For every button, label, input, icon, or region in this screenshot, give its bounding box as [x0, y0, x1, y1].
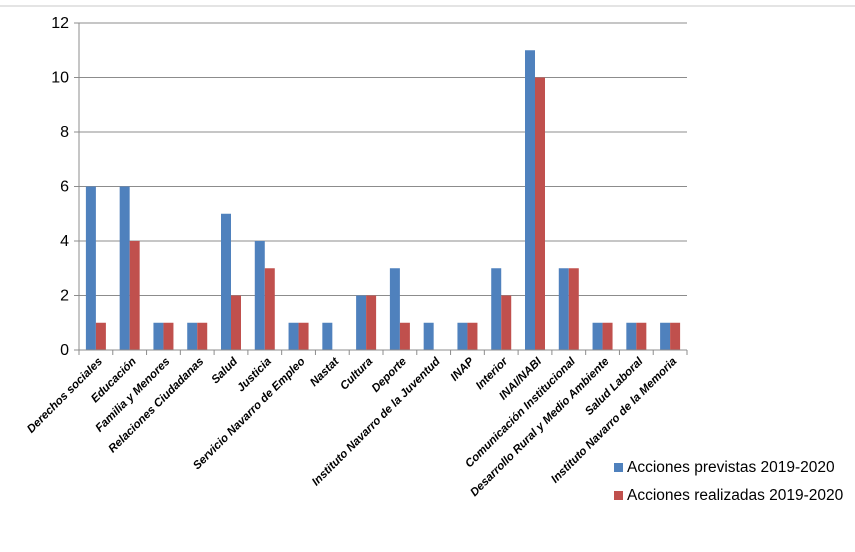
bar-realizadas	[535, 77, 545, 350]
bar-previstas	[626, 322, 637, 350]
bar-previstas	[221, 213, 231, 350]
bar-previstas	[491, 268, 502, 350]
bar-realizadas	[670, 322, 681, 350]
bar-realizadas	[501, 295, 512, 350]
bar-previstas	[187, 322, 198, 350]
x-category-label: INAP	[449, 355, 477, 383]
bar-previstas	[592, 322, 603, 350]
bar-previstas	[558, 268, 569, 350]
legend-swatch-previstas	[614, 463, 623, 472]
bar-realizadas	[636, 322, 647, 350]
bar-realizadas	[298, 322, 309, 350]
bar-realizadas	[231, 295, 241, 350]
bar-realizadas	[366, 295, 377, 350]
y-tick-label: 4	[60, 233, 69, 250]
bar-realizadas	[129, 241, 140, 350]
bar-previstas	[85, 186, 96, 350]
legend: Acciones previstas 2019-2020 Acciones re…	[614, 455, 843, 511]
bar-previstas	[119, 186, 130, 350]
y-tick-label: 10	[51, 70, 69, 87]
legend-item-previstas: Acciones previstas 2019-2020	[614, 455, 843, 480]
bar-previstas	[389, 268, 400, 350]
x-category-label: Salud	[209, 355, 240, 386]
bar-previstas	[525, 50, 535, 350]
bar-previstas	[356, 295, 367, 350]
x-category-label: Salud Laboral	[583, 355, 646, 418]
bar-previstas	[288, 322, 299, 350]
y-tick-label: 0	[60, 342, 69, 359]
y-axis-ticks: 0 2 4 6 8 10 12	[51, 15, 69, 359]
bar-realizadas	[163, 322, 174, 350]
legend-label-previstas: Acciones previstas 2019-2020	[627, 458, 835, 476]
legend-item-realizadas: Acciones realizadas 2019-2020	[614, 483, 843, 508]
legend-swatch-realizadas	[614, 491, 623, 500]
bar-realizadas	[602, 322, 613, 350]
legend-label-realizadas: Acciones realizadas 2019-2020	[627, 486, 844, 504]
bar-previstas	[322, 322, 333, 350]
bar-previstas	[423, 322, 434, 350]
y-tick-label: 12	[51, 15, 69, 32]
bar-previstas	[660, 322, 671, 350]
bar-previstas	[457, 322, 468, 350]
bar-realizadas	[568, 268, 579, 350]
bar-realizadas	[95, 322, 106, 350]
bar-realizadas	[467, 322, 478, 350]
y-tick-label: 8	[60, 124, 69, 141]
y-tick-label: 2	[60, 288, 69, 305]
bar-realizadas	[264, 268, 275, 350]
y-tick-label: 6	[60, 179, 69, 196]
bar-realizadas	[197, 322, 208, 350]
axes	[74, 22, 688, 355]
bars	[85, 50, 681, 350]
bar-realizadas	[399, 322, 410, 350]
gridlines	[79, 22, 687, 296]
bar-previstas	[153, 322, 164, 350]
bar-previstas	[254, 241, 265, 350]
